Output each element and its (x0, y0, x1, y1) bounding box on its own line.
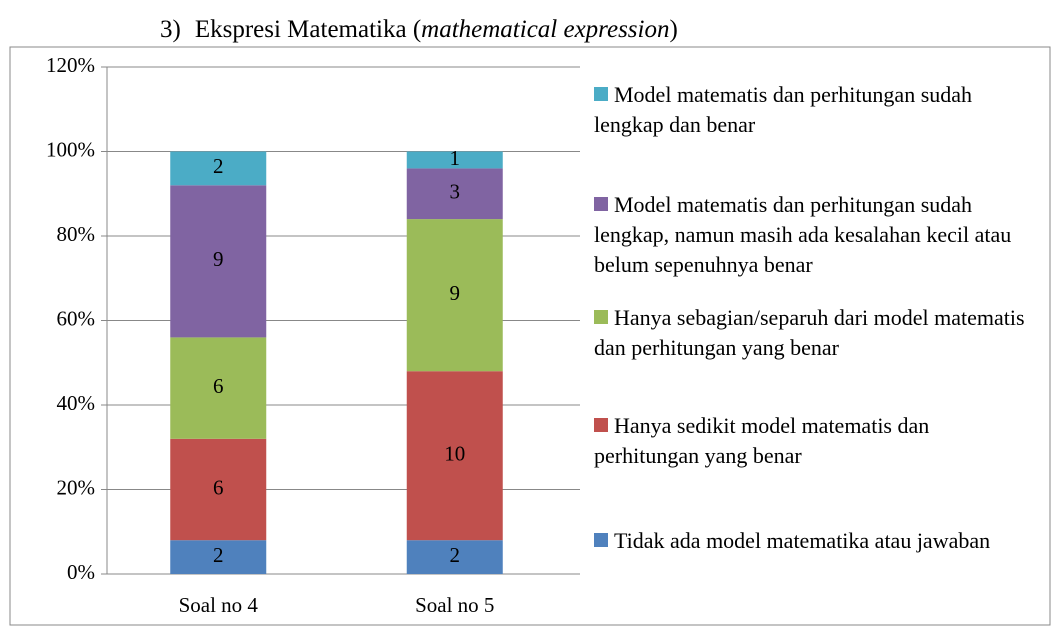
legend-item: Hanya sebagian/separuh dari model matema… (594, 303, 1039, 363)
legend-swatch (594, 310, 608, 324)
bar-segment (406, 151, 503, 169)
bar-segment (406, 371, 503, 541)
legend-swatch (594, 87, 608, 101)
legend-item: Hanya sedikit model matematis dan perhit… (594, 411, 1039, 471)
chart-border (9, 46, 1051, 626)
data-label: 2 (213, 543, 224, 567)
data-label: 2 (213, 154, 224, 178)
legend-label: Model matematis dan perhitungan sudah le… (594, 82, 973, 137)
bar-segment (170, 337, 267, 439)
bar-segment (170, 185, 267, 338)
bar-segment (170, 540, 267, 574)
data-label: 9 (450, 281, 461, 305)
data-label: 3 (450, 180, 461, 204)
legend-swatch (594, 533, 608, 547)
y-tick-label: 40% (57, 391, 96, 415)
bar-segment (170, 438, 267, 541)
legend-item: Model matematis dan perhitungan sudah le… (594, 80, 1039, 140)
title-text: Ekspresi Matematika ( (195, 16, 421, 43)
title-close: ) (669, 16, 677, 43)
legend-swatch (594, 418, 608, 432)
y-tick-label: 100% (46, 137, 95, 161)
legend-swatch (594, 197, 608, 211)
legend-item: Tidak ada model matematika atau jawaban (594, 526, 1039, 556)
title-italic: mathematical expression (421, 16, 669, 43)
legend-label: Hanya sebagian/separuh dari model matema… (594, 305, 1025, 360)
data-label: 10 (444, 442, 465, 466)
y-tick-label: 20% (57, 475, 96, 499)
y-tick-label: 60% (57, 306, 96, 330)
y-tick-label: 120% (46, 53, 95, 77)
data-label: 2 (450, 543, 461, 567)
legend-label: Tidak ada model matematika atau jawaban (614, 528, 991, 553)
legend-item: Model matematis dan perhitungan sudah le… (594, 190, 1039, 280)
chart-title: 3) Ekspresi Matematika (mathematical expr… (160, 16, 678, 43)
legend-label: Hanya sedikit model matematis dan perhit… (594, 413, 930, 468)
y-tick-label: 80% (57, 222, 96, 246)
data-label: 1 (450, 146, 461, 170)
legend-label: Model matematis dan perhitungan sudah le… (594, 192, 1012, 277)
bar-segment (406, 219, 503, 372)
bar-segment (406, 540, 503, 574)
data-label: 9 (213, 247, 224, 271)
title-number: 3) (160, 16, 181, 43)
bar-segment (170, 151, 267, 186)
y-tick-label: 0% (67, 560, 95, 584)
bar-segment (406, 168, 503, 220)
data-label: 6 (213, 374, 224, 398)
x-tick-label: Soal no 5 (415, 593, 494, 617)
data-label: 6 (213, 475, 224, 499)
x-tick-label: Soal no 4 (179, 593, 259, 617)
